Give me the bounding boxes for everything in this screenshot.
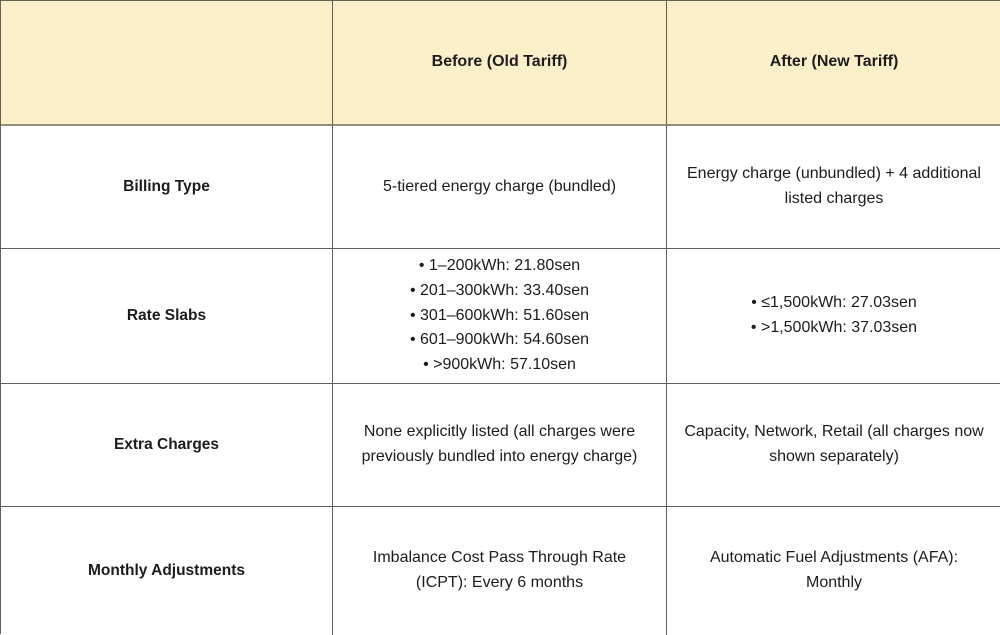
billing-type-before-cell: 5-tiered energy charge (bundled) xyxy=(333,126,667,249)
extra-charges-after-cell: Capacity, Network, Retail (all charges n… xyxy=(667,384,1000,507)
billing-type-after-cell: Energy charge (unbundled) + 4 additional… xyxy=(667,126,1000,249)
header-cell-after: After (New Tariff) xyxy=(667,1,1000,126)
rate-slabs-before-cell: • 1–200kWh: 21.80sen • 201–300kWh: 33.40s… xyxy=(333,249,667,384)
bullet-item: • >900kWh: 57.10sen xyxy=(423,356,576,374)
row-label-extra-charges: Extra Charges xyxy=(1,384,333,507)
bullet-item: • ≤1,500kWh: 27.03sen xyxy=(751,294,917,312)
header-cell-blank xyxy=(1,1,333,126)
row-label-billing-type: Billing Type xyxy=(1,126,333,249)
bullet-item: • 301–600kWh: 51.60sen xyxy=(409,306,590,324)
header-cell-before: Before (Old Tariff) xyxy=(333,1,667,126)
row-label-monthly-adjustments: Monthly Adjustments xyxy=(1,507,333,635)
monthly-adjustments-after-cell: Automatic Fuel Adjustments (AFA): Monthl… xyxy=(667,507,1000,635)
bullet-item: • 601–900kWh: 54.60sen xyxy=(409,331,590,349)
bullet-item: • 201–300kWh: 33.40sen xyxy=(409,281,590,299)
extra-charges-before-cell: None explicitly listed (all charges were… xyxy=(333,384,667,507)
row-label-rate-slabs: Rate Slabs xyxy=(1,249,333,384)
monthly-adjustments-before-cell: Imbalance Cost Pass Through Rate (ICPT):… xyxy=(333,507,667,635)
bullet-item: • >1,500kWh: 37.03sen xyxy=(750,319,918,336)
bullet-item: • 1–200kWh: 21.80sen xyxy=(418,257,581,275)
rate-slabs-after-cell: • ≤1,500kWh: 27.03sen • >1,500kWh: 37.03s… xyxy=(667,249,1000,384)
